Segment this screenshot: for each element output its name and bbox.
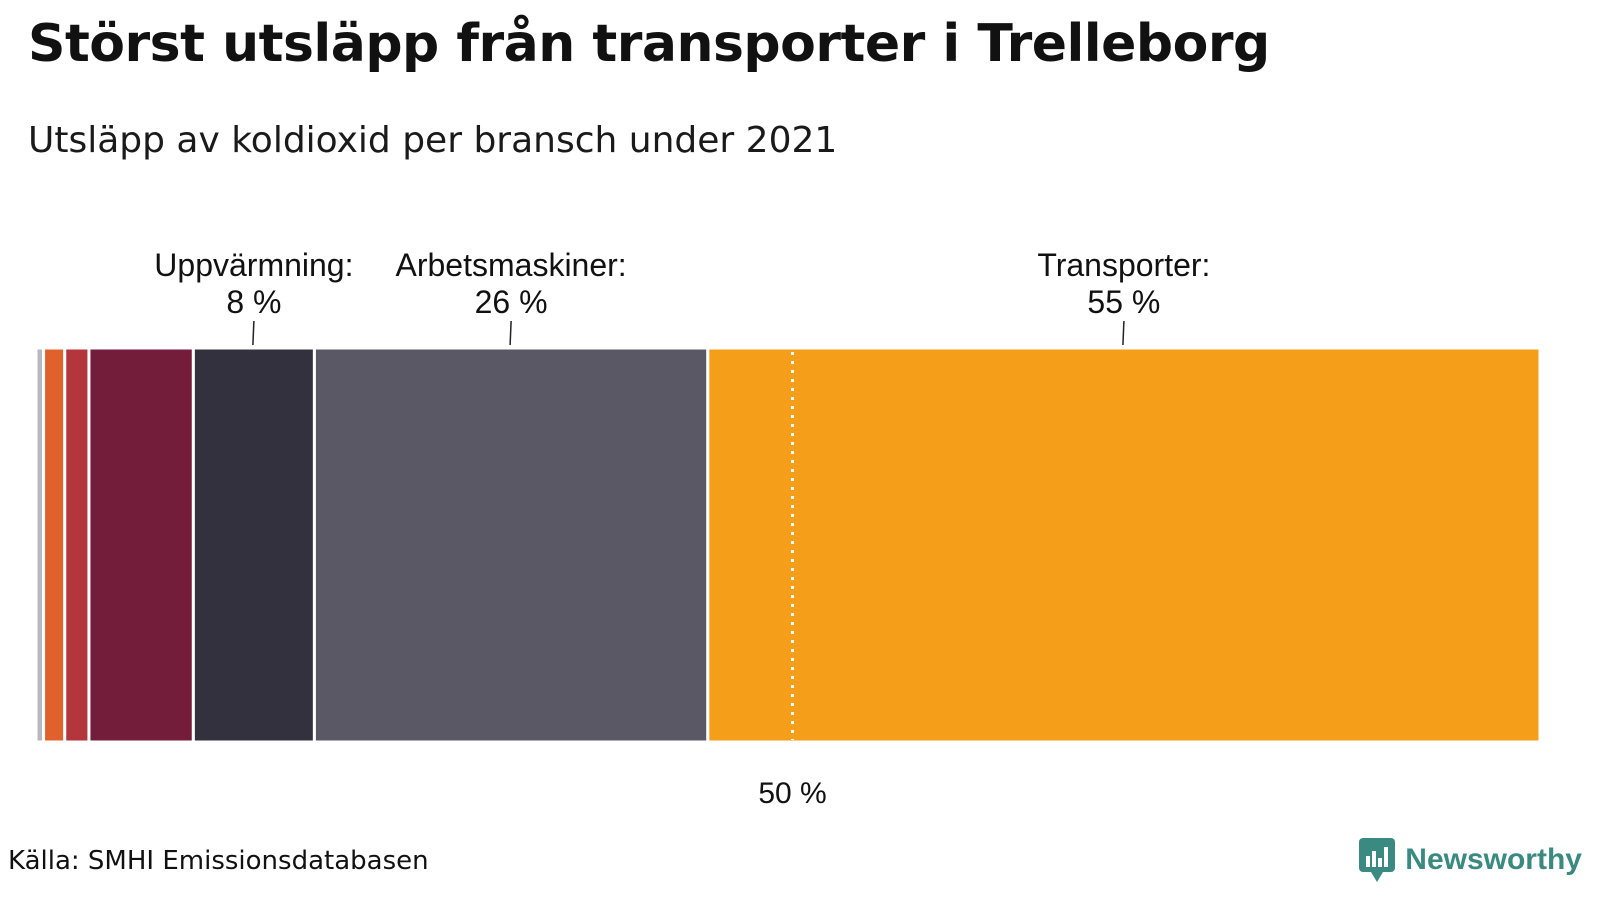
chart-subtitle: Utsläpp av koldioxid per bransch under 2… [28,120,838,161]
segment-label: Uppvärmning: [154,247,353,283]
segment-value-label: 55 % [1087,284,1160,320]
reference-line-label: 50 % [758,777,826,810]
segment-label: Transporter: [1037,247,1210,283]
newsworthy-logo-icon [1359,838,1396,882]
segment-value-label: 26 % [475,284,548,320]
label-leader-line [252,320,255,346]
label-leader-line [1122,320,1125,346]
chart-title: Störst utsläpp från transporter i Trelle… [28,14,1270,74]
label-leader-line [509,320,512,346]
source-note: Källa: SMHI Emissionsdatabasen [8,846,429,876]
bar-segment [87,346,195,744]
bar-segment [191,346,316,744]
bar-segment [706,346,1542,744]
segment-value-label: 8 % [226,284,281,320]
brand-name: Newsworthy [1405,843,1582,876]
bar-segment [312,346,710,744]
bar-segment [42,346,67,744]
brand-logo: Newsworthy [1359,838,1582,882]
bar-segment [63,346,91,744]
segment-label: Arbetsmaskiner: [396,247,627,283]
